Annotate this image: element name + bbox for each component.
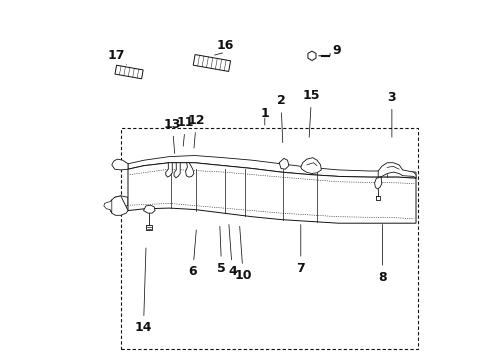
Polygon shape — [301, 158, 321, 174]
Polygon shape — [186, 163, 194, 177]
Polygon shape — [104, 200, 112, 213]
Text: 13: 13 — [164, 118, 181, 153]
Text: 12: 12 — [188, 114, 205, 148]
Polygon shape — [112, 159, 128, 170]
Text: 4: 4 — [228, 225, 237, 278]
Text: 1: 1 — [260, 107, 269, 120]
Bar — [121, 128, 418, 349]
Text: 17: 17 — [107, 49, 125, 62]
Polygon shape — [378, 163, 416, 178]
Polygon shape — [374, 177, 382, 189]
Text: 6: 6 — [189, 230, 197, 278]
Bar — [115, 65, 143, 79]
Text: 9: 9 — [333, 44, 341, 57]
Text: 10: 10 — [234, 226, 252, 282]
Bar — [193, 55, 230, 71]
Polygon shape — [166, 163, 172, 177]
Polygon shape — [128, 156, 416, 178]
Text: 5: 5 — [217, 226, 226, 275]
Polygon shape — [128, 163, 416, 223]
Polygon shape — [110, 196, 128, 215]
Text: 14: 14 — [135, 248, 152, 334]
Polygon shape — [279, 158, 289, 169]
Text: 2: 2 — [277, 94, 285, 143]
Text: 8: 8 — [378, 225, 387, 284]
Text: 15: 15 — [303, 89, 320, 137]
Text: 3: 3 — [388, 91, 396, 137]
Polygon shape — [144, 205, 155, 213]
Text: 7: 7 — [296, 225, 305, 275]
Text: 16: 16 — [217, 39, 234, 51]
Text: 11: 11 — [177, 116, 195, 146]
Polygon shape — [174, 163, 180, 178]
Polygon shape — [113, 196, 128, 209]
